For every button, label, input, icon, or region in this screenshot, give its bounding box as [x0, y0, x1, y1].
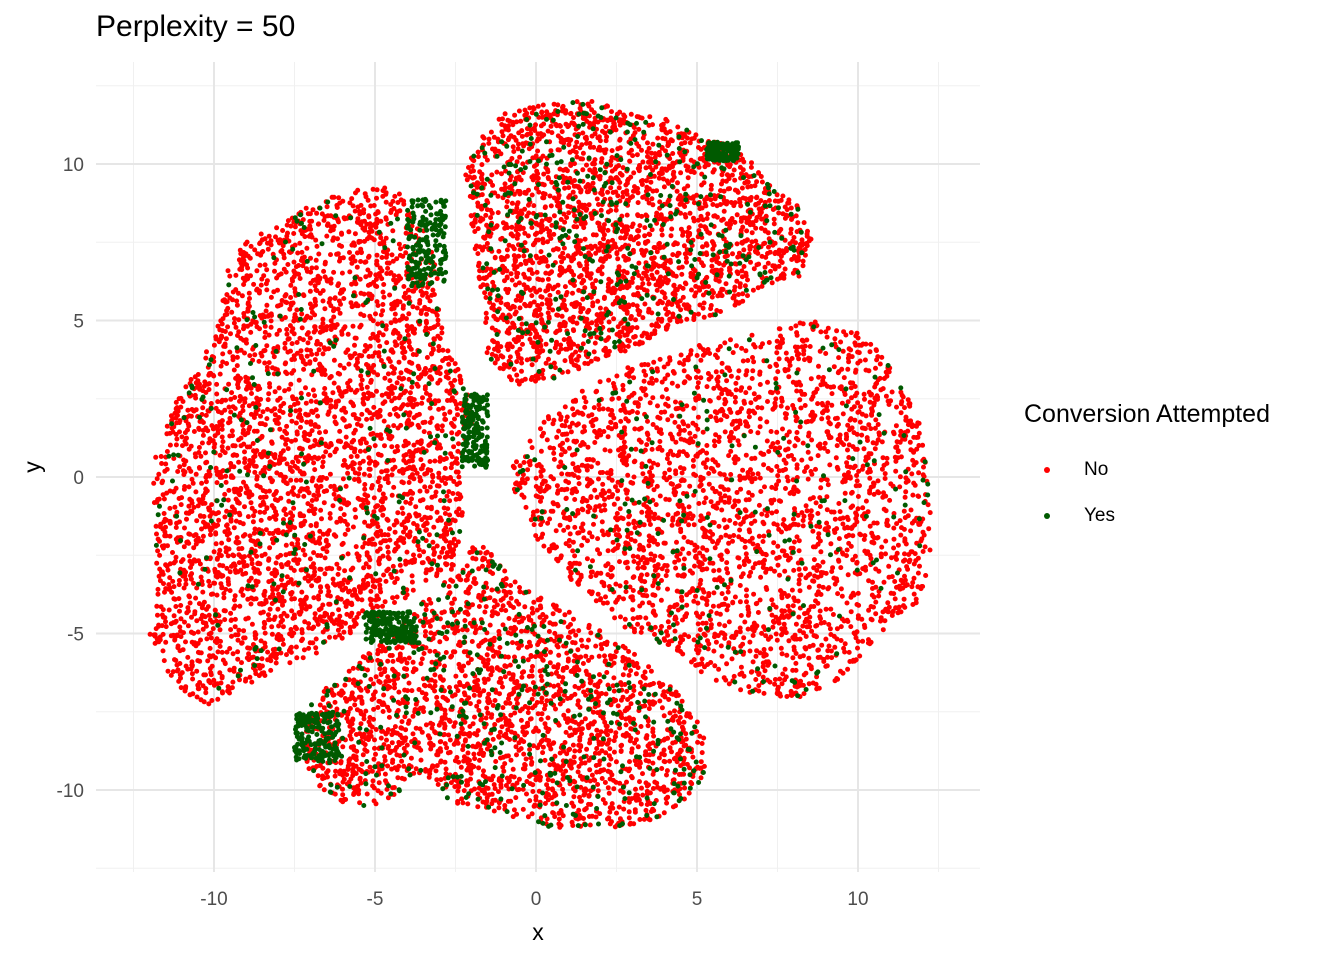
y-tick-label: 5 [73, 312, 84, 333]
scatter-plot: -10 -5 0 5 10 -10 -5 0 5 10 x y [19, 62, 980, 945]
chart-title: Perplexity = 50 [96, 10, 296, 43]
legend-item-no: No [1024, 447, 1270, 493]
x-tick-label: 0 [531, 889, 542, 910]
y-tick-label: -10 [57, 781, 84, 802]
x-tick-label: -10 [200, 889, 227, 910]
legend-dot-yes [1044, 513, 1050, 519]
tick-labels: -10 -5 0 5 10 -10 -5 0 5 10 [57, 155, 869, 910]
series-no-points [147, 99, 933, 830]
legend-label-no: No [1084, 459, 1109, 480]
legend-item-yes: Yes [1024, 493, 1270, 539]
y-axis-title: y [19, 461, 45, 473]
data-points [147, 99, 933, 830]
legend-title: Conversion Attempted [1024, 400, 1270, 428]
y-tick-label: 10 [63, 155, 84, 176]
y-tick-label: 0 [73, 468, 84, 489]
x-tick-label: 10 [847, 889, 868, 910]
legend-key-no [1024, 447, 1070, 493]
x-axis-title: x [532, 919, 544, 945]
x-tick-label: -5 [367, 889, 384, 910]
legend-label-yes: Yes [1084, 505, 1115, 526]
series-yes-points [153, 100, 931, 829]
x-tick-label: 5 [692, 889, 703, 910]
y-tick-label: -5 [67, 625, 84, 646]
legend: Conversion Attempted No Yes [1024, 400, 1270, 539]
legend-dot-no [1044, 467, 1050, 473]
legend-key-yes [1024, 493, 1070, 539]
